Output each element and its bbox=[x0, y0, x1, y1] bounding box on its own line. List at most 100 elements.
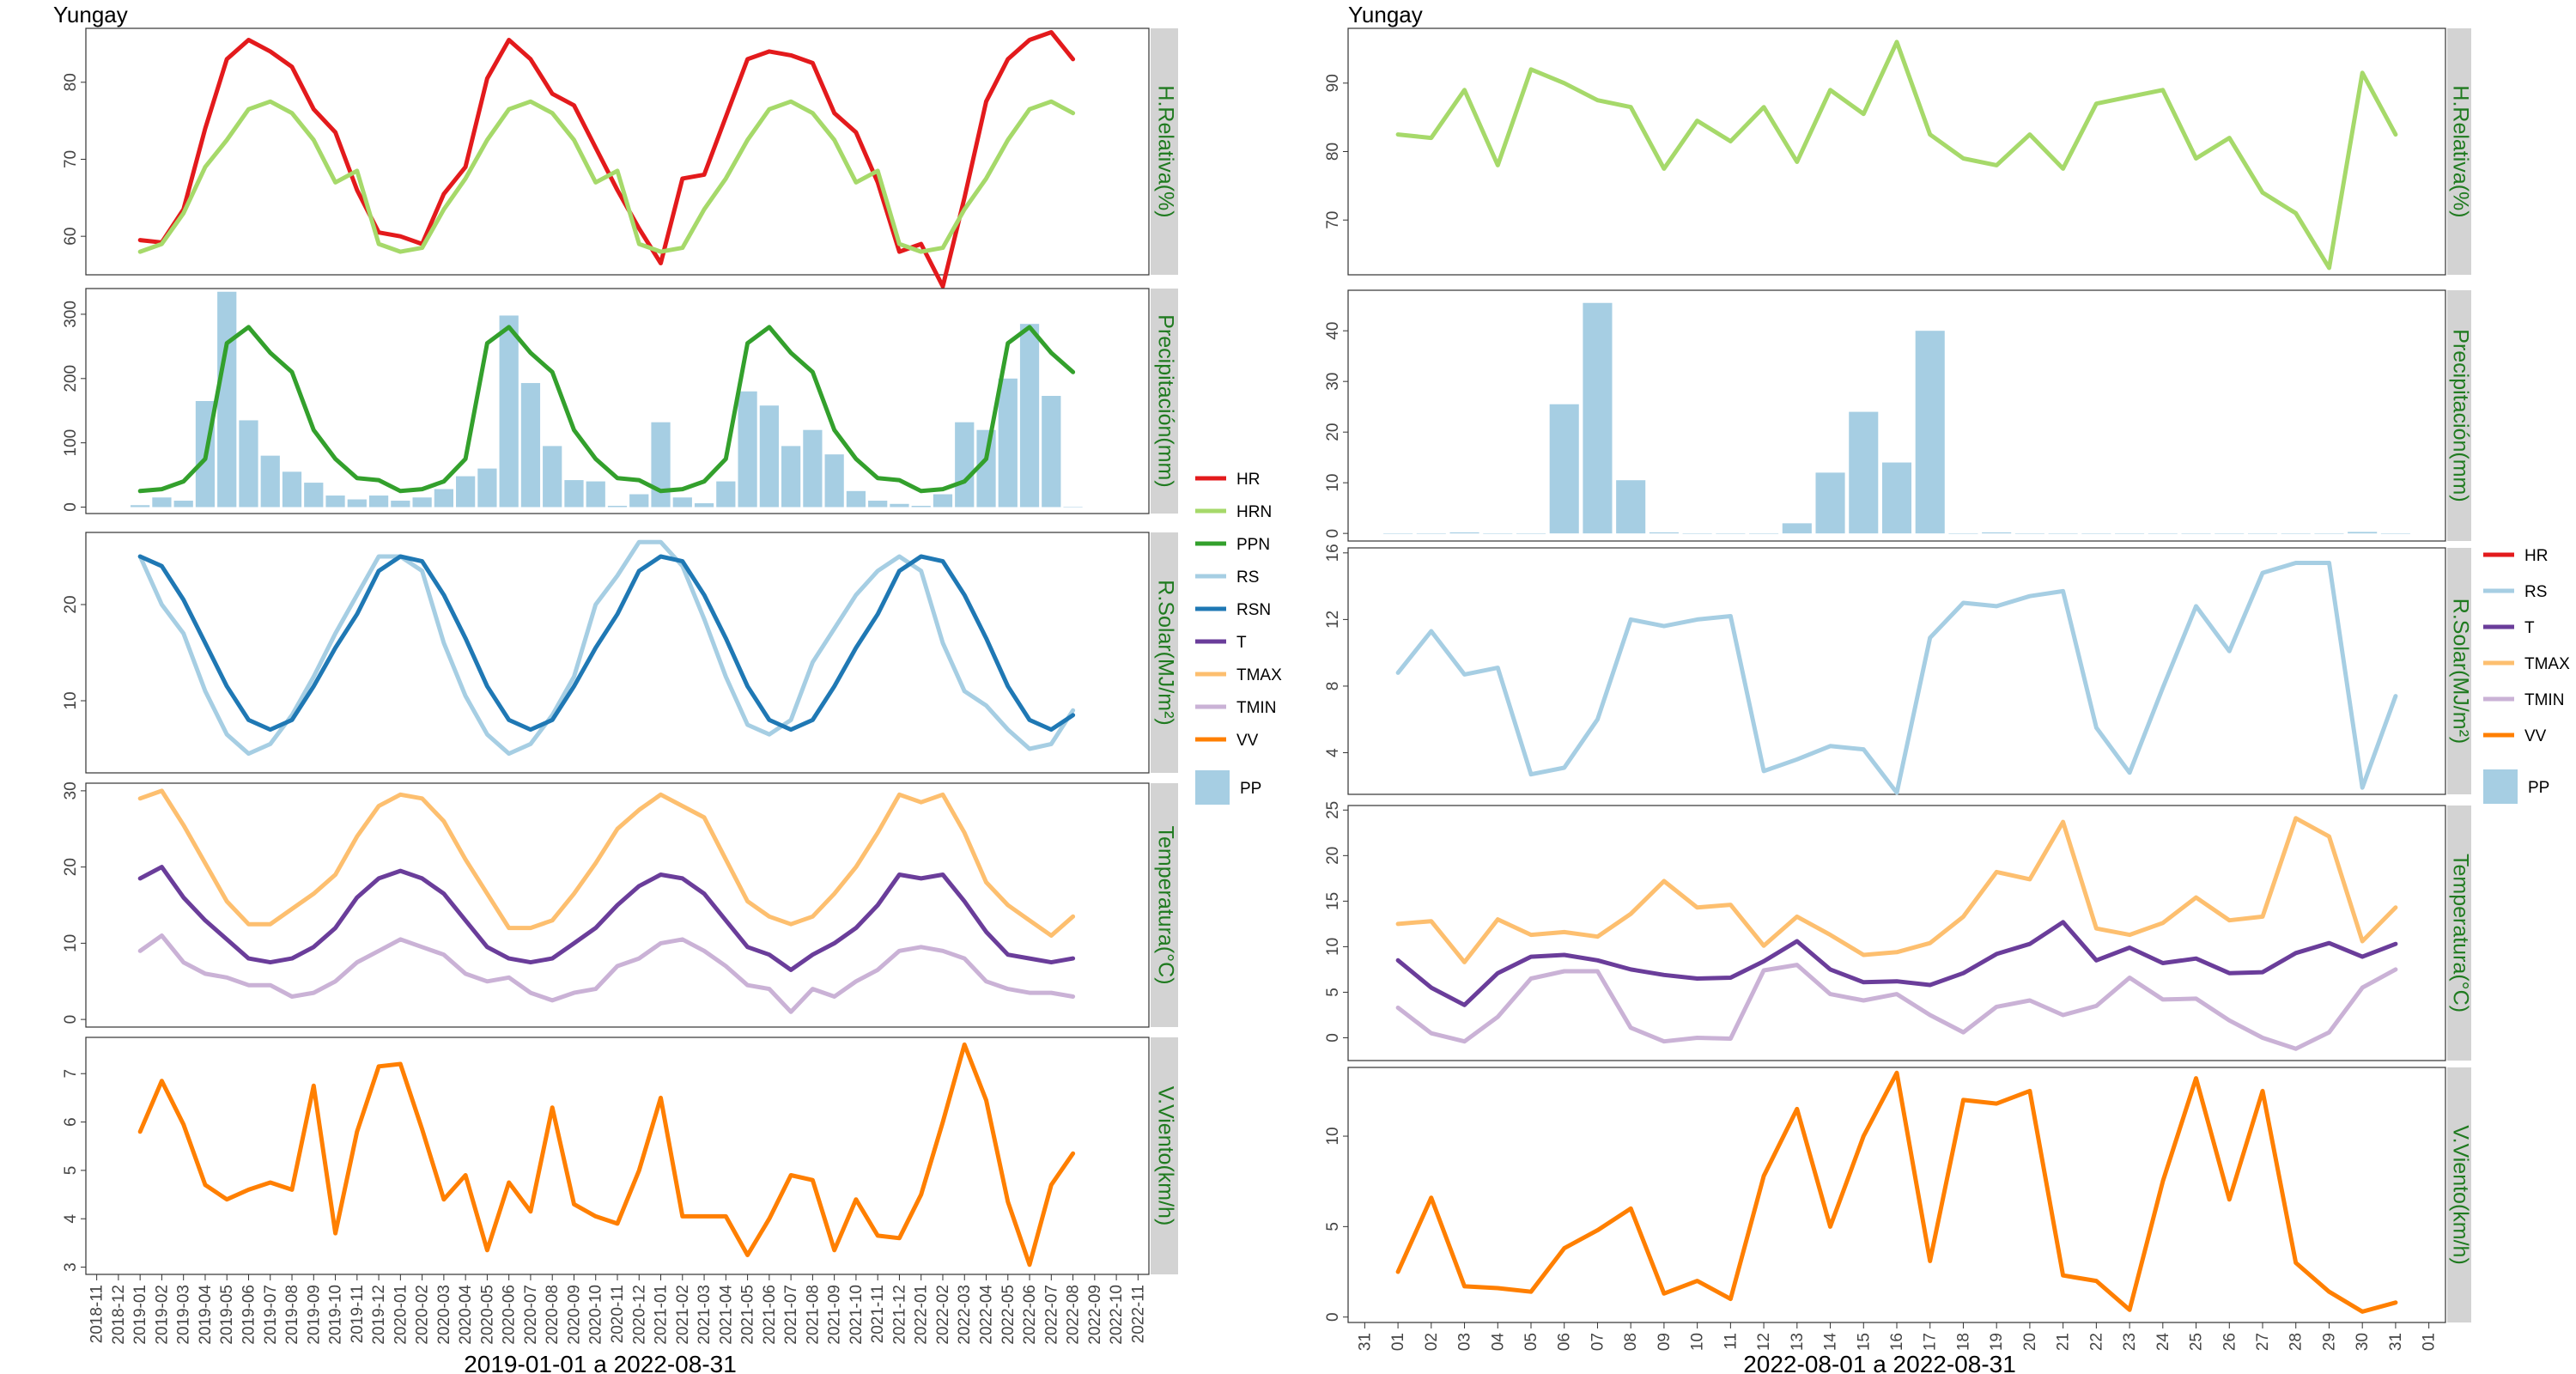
bar-PP bbox=[1849, 411, 1879, 534]
y-tick-label: 300 bbox=[62, 301, 80, 328]
bar-PP bbox=[173, 501, 193, 508]
x-tick-label: 2021-06 bbox=[761, 1285, 779, 1345]
bar-PP bbox=[1716, 533, 1746, 534]
bar-PP bbox=[1042, 396, 1061, 508]
bar-PP bbox=[2181, 533, 2211, 534]
y-tick-label: 16 bbox=[1324, 544, 1342, 562]
panel-3: R.Solar(MJ/m²) 10 20 bbox=[62, 532, 1178, 774]
panel-strip-label: Temperatura(°C) bbox=[1153, 825, 1177, 984]
x-tick-label: 2020-08 bbox=[544, 1285, 562, 1345]
bar-PP bbox=[955, 422, 975, 508]
panel-1: H.Relativa(%) 70 80 90 bbox=[1324, 27, 2472, 276]
legend-label: HR bbox=[1236, 471, 1260, 489]
bar-PP bbox=[759, 405, 779, 508]
y-tick-label: 0 bbox=[1324, 1312, 1342, 1322]
panel-3: R.Solar(MJ/m²) 4 8 12 16 bbox=[1324, 544, 2472, 795]
y-tick-label: 12 bbox=[1324, 611, 1342, 629]
x-tick-label: 20 bbox=[2021, 1333, 2039, 1351]
x-tick-label: 31 bbox=[1356, 1333, 1374, 1351]
x-tick-label: 13 bbox=[1789, 1333, 1807, 1351]
panel-strip-label: V.Viento(km/h) bbox=[1153, 1086, 1177, 1226]
x-tick-label: 25 bbox=[2188, 1333, 2206, 1351]
x-axis-title: 2019-01-01 a 2022-08-31 bbox=[464, 1351, 737, 1374]
bar-PP bbox=[738, 391, 757, 508]
x-tick-label: 24 bbox=[2154, 1333, 2172, 1352]
bar-PP bbox=[651, 422, 671, 508]
panel-2: Precipitación(mm) 0 100 200 300 bbox=[62, 288, 1178, 514]
legend: HR RS T TMAX TMIN VV PP bbox=[2483, 547, 2570, 804]
x-tick-label: 2020-12 bbox=[630, 1285, 648, 1345]
x-tick-label: 15 bbox=[1855, 1333, 1873, 1351]
legend-key-PP bbox=[2483, 769, 2518, 804]
y-tick-label: 10 bbox=[1324, 1127, 1342, 1145]
bar-PP bbox=[347, 499, 367, 508]
x-tick-label: 2020-01 bbox=[392, 1285, 410, 1345]
x-tick-label: 29 bbox=[2320, 1333, 2338, 1351]
x-tick-label: 11 bbox=[1722, 1333, 1740, 1350]
y-tick-label: 7 bbox=[62, 1069, 80, 1079]
bar-PP bbox=[1616, 480, 1646, 534]
x-tick-label: 2022-06 bbox=[1021, 1285, 1039, 1345]
panel-strip bbox=[1151, 1037, 1178, 1274]
x-tick-label: 2021-02 bbox=[674, 1285, 692, 1345]
line-RS bbox=[137, 539, 1076, 757]
y-tick-label: 20 bbox=[1324, 423, 1342, 441]
x-tick-label: 2020-11 bbox=[609, 1285, 627, 1343]
x-tick-label: 2020-02 bbox=[414, 1285, 432, 1345]
panel-strip-label: V.Viento(km/h) bbox=[2448, 1125, 2472, 1265]
y-tick-label: 70 bbox=[1324, 211, 1342, 229]
x-tick-label: 2020-10 bbox=[587, 1285, 605, 1345]
line-VV bbox=[1395, 1070, 2398, 1314]
bar-PP bbox=[933, 494, 953, 508]
x-tick-label: 2019-10 bbox=[327, 1285, 345, 1345]
bar-PP bbox=[391, 501, 410, 508]
line-T bbox=[1395, 920, 2398, 1007]
legend-label: RSN bbox=[1236, 601, 1271, 619]
bar-PP bbox=[824, 454, 844, 508]
panel-strip-label: Precipitación(mm) bbox=[2448, 329, 2472, 502]
line-TMIN bbox=[1395, 963, 2398, 1051]
legend-label: RS bbox=[2524, 583, 2547, 601]
y-tick-label: 200 bbox=[62, 365, 80, 392]
bar-PP bbox=[1483, 533, 1513, 534]
y-tick-label: 5 bbox=[1324, 988, 1342, 997]
line-TMAX bbox=[137, 788, 1076, 938]
legend-label: RS bbox=[1236, 568, 1259, 587]
bar-PP bbox=[477, 468, 497, 508]
chart-2: YungayH.Relativa(%)708090Precipitación(m… bbox=[1324, 2, 2570, 1374]
x-tick-label: 2020-09 bbox=[565, 1285, 583, 1345]
bar-PP bbox=[2014, 533, 2044, 534]
y-tick-label: 20 bbox=[1324, 847, 1342, 865]
x-tick-label: 2021-04 bbox=[717, 1285, 735, 1345]
legend: HR HRN PPN RS RSN T TMAX TMIN VV PP bbox=[1195, 471, 1282, 805]
x-tick-label: 28 bbox=[2287, 1333, 2306, 1351]
x-tick-label: 2021-03 bbox=[696, 1285, 714, 1345]
x-tick-label: 04 bbox=[1489, 1333, 1507, 1352]
bar-PP bbox=[2314, 533, 2344, 534]
y-tick-label: 20 bbox=[62, 595, 80, 613]
chart-title: Yungay bbox=[1348, 2, 1423, 27]
bar-PP bbox=[2281, 533, 2311, 534]
x-tick-label: 2021-07 bbox=[782, 1285, 800, 1345]
x-tick-label: 2019-06 bbox=[240, 1285, 258, 1345]
bar-PP bbox=[1516, 533, 1546, 534]
legend-label: T bbox=[1236, 634, 1247, 652]
y-tick-label: 5 bbox=[1324, 1222, 1342, 1231]
chart-title: Yungay bbox=[53, 2, 128, 27]
bar-PP bbox=[2215, 533, 2245, 534]
x-tick-label: 03 bbox=[1456, 1333, 1474, 1351]
panel-strip bbox=[2447, 28, 2471, 275]
legend-label: T bbox=[2524, 619, 2535, 637]
panel-5: V.Viento(km/h) 3 4 5 6 7 bbox=[62, 1037, 1178, 1275]
x-tick-label: 2022-10 bbox=[1108, 1285, 1126, 1345]
panel-strip-label: H.Relativa(%) bbox=[2448, 85, 2472, 217]
line-RSN bbox=[137, 554, 1076, 733]
bar-PP bbox=[131, 505, 150, 508]
bar-PP bbox=[1682, 533, 1712, 534]
bar-PP bbox=[976, 429, 996, 508]
panel-5: V.Viento(km/h) 0 5 10 bbox=[1324, 1067, 2472, 1323]
x-tick-label: 2022-03 bbox=[956, 1285, 974, 1345]
bar-PP bbox=[1416, 533, 1446, 534]
x-tick-label: 2021-10 bbox=[848, 1285, 866, 1345]
panel-border bbox=[1347, 1067, 2446, 1323]
